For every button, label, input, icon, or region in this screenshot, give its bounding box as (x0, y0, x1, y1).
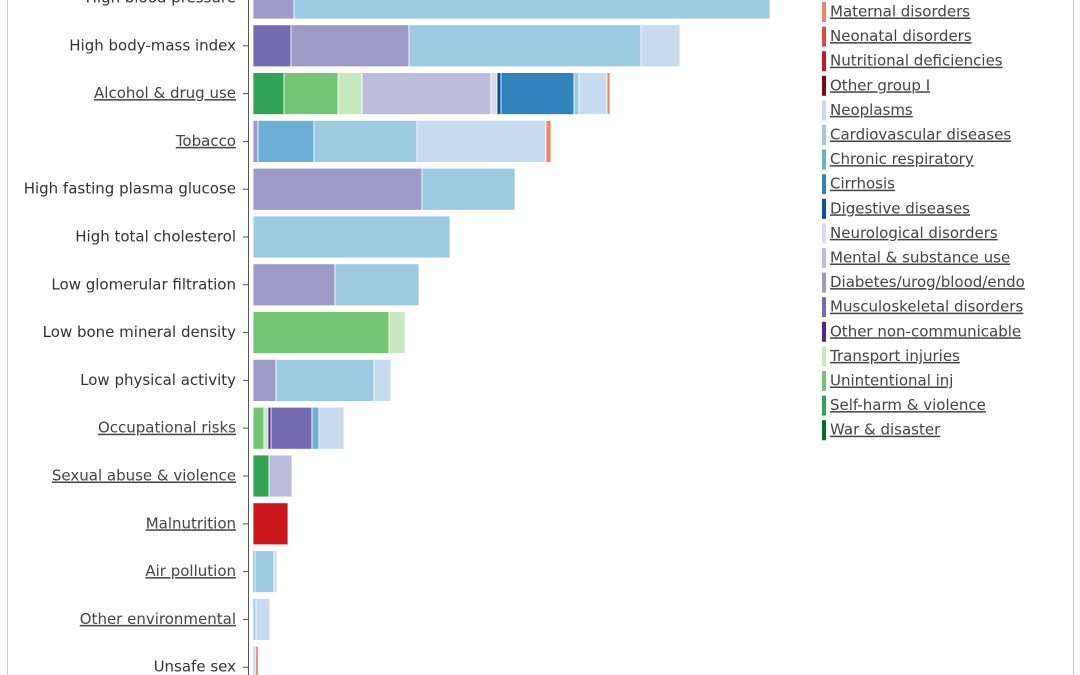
legend-swatch (822, 297, 826, 318)
legend-label[interactable]: Transport injuries (829, 347, 960, 365)
bar-segment (252, 645, 257, 675)
bar-segment (408, 24, 642, 68)
bar-segment (318, 406, 345, 450)
legend-swatch (822, 125, 826, 145)
y-tick-label: High total cholesterol (75, 228, 236, 246)
y-tick-label[interactable]: Tobacco (175, 132, 236, 150)
bar-segment (252, 311, 390, 355)
legend-swatch (822, 420, 826, 441)
legend-swatch (822, 223, 826, 244)
legend-label[interactable]: War & disaster (830, 421, 941, 439)
bar-segment (252, 263, 336, 307)
legend-label[interactable]: Maternal disorders (830, 3, 970, 21)
bar-segment (311, 406, 320, 450)
y-tick-label: High body-mass index (69, 36, 236, 54)
legend-label[interactable]: Neoplasms (830, 101, 913, 119)
bar-segment (606, 72, 611, 115)
bar-segment (640, 24, 681, 68)
bar-segment (252, 24, 292, 68)
legend-swatch (822, 248, 826, 268)
bar-segment (270, 406, 313, 450)
legend-label[interactable]: Neonatal disorders (830, 27, 972, 45)
legend-swatch (822, 371, 826, 391)
legend-label[interactable]: Neurological disorders (830, 224, 998, 242)
bar-segment (290, 24, 410, 68)
bar-segment (273, 550, 278, 593)
bar-segment (293, 0, 771, 20)
y-tick-label: Low physical activity (80, 371, 236, 389)
bar-segment (500, 72, 575, 115)
y-tick-label: High fasting plasma glucose (24, 180, 236, 198)
legend-label[interactable]: Self-harm & violence (830, 396, 986, 414)
bar-segment (268, 454, 293, 498)
bar-segment (421, 167, 516, 211)
legend-swatch (822, 321, 826, 342)
bar-segment (573, 72, 580, 115)
legend-swatch (822, 100, 826, 121)
bar-segment (578, 72, 608, 115)
bar-segment (334, 263, 420, 307)
y-tick-label: Low bone mineral density (43, 323, 236, 341)
y-tick-label: Unsafe sex (154, 658, 237, 675)
legend-label[interactable]: Other group I (830, 76, 930, 94)
y-tick-label[interactable]: Malnutrition (146, 514, 236, 532)
legend-label[interactable]: Chronic respiratory (830, 150, 974, 168)
legend-label[interactable]: Unintentional inj (830, 372, 953, 390)
legend-swatch (822, 26, 826, 47)
legend-label[interactable]: Nutritional deficiencies (830, 52, 1003, 70)
legend-label[interactable]: Other non-communicable (830, 322, 1021, 340)
legend-label[interactable]: Musculoskeletal disorders (830, 298, 1023, 316)
bar-segment (252, 502, 289, 546)
bar-segment (252, 120, 259, 163)
bar-segment (252, 215, 451, 259)
y-tick-label[interactable]: Sexual abuse & violence (52, 467, 236, 485)
bar-segment (545, 120, 552, 163)
legend-swatch (822, 346, 826, 367)
bar-segment (252, 454, 270, 498)
legend-swatch (822, 2, 826, 22)
legend-swatch (822, 272, 826, 293)
bar-segment (252, 406, 265, 450)
bar-segment (263, 406, 269, 450)
bar-segment (496, 72, 502, 115)
legend-label[interactable]: Mental & substance use (830, 249, 1010, 267)
y-tick-label[interactable]: Occupational risks (98, 419, 236, 437)
bar-segment (283, 72, 339, 115)
bar-segment (257, 120, 315, 163)
bar-segment (337, 72, 363, 115)
legend-swatch (822, 198, 826, 219)
legend-swatch (822, 149, 826, 170)
legend-label[interactable]: Digestive diseases (830, 199, 970, 217)
bar-segment (313, 120, 418, 163)
bar-segment (255, 598, 271, 641)
bar-segment (275, 358, 375, 402)
bar-segment (252, 167, 423, 211)
bar-segment (255, 645, 259, 675)
legend-label[interactable]: Diabetes/urog/blood/endo (830, 273, 1025, 291)
bar-segment (373, 358, 392, 402)
bar-segment (490, 72, 498, 115)
y-tick-label: High blood pressure (86, 0, 236, 7)
legend-swatch (822, 174, 826, 195)
bar-segment (361, 72, 492, 115)
legend-swatch (822, 51, 826, 72)
bar-segment (267, 406, 272, 450)
bar-segment (416, 120, 547, 163)
y-tick-label: Low glomerular filtration (51, 275, 236, 293)
legend-label[interactable]: Cardiovascular diseases (830, 126, 1011, 144)
y-tick-label[interactable]: Other environmental (80, 610, 236, 628)
bar-segment (254, 550, 275, 593)
bar-segment (388, 311, 406, 355)
bar-segment (252, 598, 257, 641)
bar-segment (252, 72, 285, 115)
legend-swatch (822, 75, 826, 96)
legend-label[interactable]: Cirrhosis (830, 175, 895, 193)
bar-segment (252, 0, 295, 20)
y-tick-label[interactable]: Air pollution (145, 562, 236, 580)
y-tick-label[interactable]: Alcohol & drug use (94, 84, 236, 102)
legend-swatch (822, 395, 826, 416)
bar-segment (252, 358, 277, 402)
